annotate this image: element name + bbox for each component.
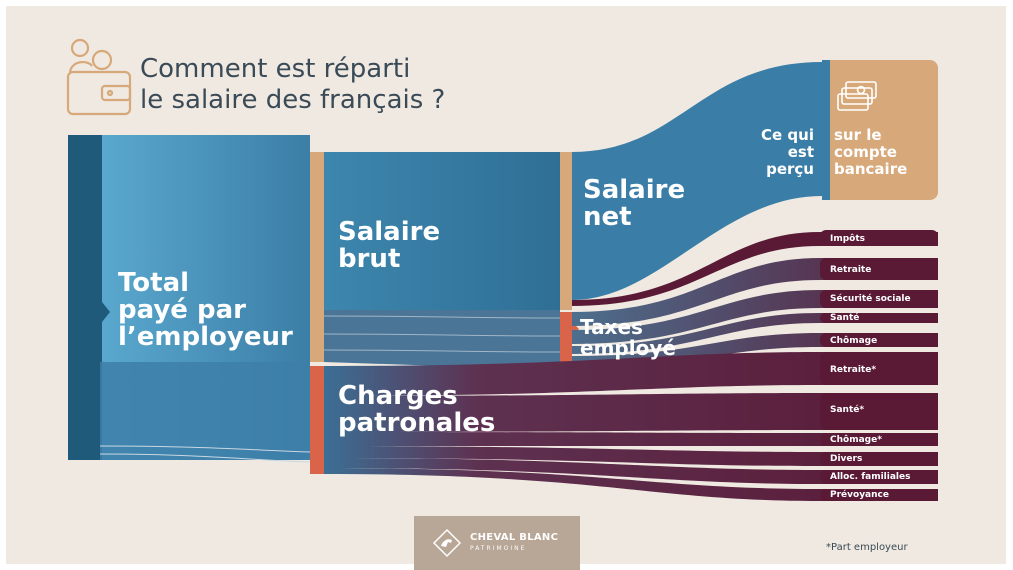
cheval-blanc-logo: CHEVAL BLANC PATRIMOINE — [414, 516, 580, 570]
label-securite-sociale: Sécurité sociale — [830, 294, 911, 304]
label-impots: Impôts — [830, 234, 866, 244]
label-prevoyance: Prévoyance — [830, 490, 889, 500]
label-taxes-employe: Taxes employé — [580, 315, 676, 360]
label-sante-employeur: Santé* — [830, 405, 865, 415]
label-chomage: Chômage — [830, 336, 878, 346]
label-divers: Divers — [830, 454, 863, 464]
label-alloc-familiales: Alloc. familiales — [830, 472, 911, 482]
logo-name: CHEVAL BLANC — [470, 532, 559, 543]
employer-charge-streams — [99, 352, 938, 501]
footnote: *Part employeur — [826, 542, 908, 553]
brut-bar — [310, 152, 324, 362]
label-salaire-brut: Salaire brut — [338, 217, 441, 274]
label-compte-bancaire: sur le compte bancaire — [834, 126, 908, 178]
label-retraite-employeur: Retraite* — [830, 365, 877, 375]
label-charges-patronales: Charges patronales — [338, 381, 496, 438]
logo-subtitle: PATRIMOINE — [470, 545, 527, 552]
label-salaire-net: Salaire net — [583, 175, 686, 232]
label-total: Total payé par l’employeur — [118, 268, 293, 352]
flow-net-percu — [572, 62, 822, 300]
flow-brut-taxes — [324, 310, 560, 370]
horse-logo-icon — [432, 528, 462, 558]
total-arrow — [102, 302, 110, 322]
banknotes-icon — [837, 81, 877, 111]
total-edge-bar — [68, 135, 102, 460]
label-chomage-employeur: Chômage* — [830, 435, 882, 445]
right-bars — [820, 230, 938, 501]
page-title: Comment est réparti le salaire des franç… — [140, 54, 445, 116]
net-bar — [560, 152, 572, 310]
title-line-1: Comment est réparti — [140, 54, 411, 84]
flow-brut-net — [324, 152, 560, 310]
title-line-2: le salaire des français ? — [140, 85, 446, 115]
compte-block — [822, 60, 938, 200]
label-ce-qui-est-percu: Ce qui est perçu — [761, 126, 814, 178]
wallet-person-icon — [66, 38, 132, 116]
percu-edge — [822, 60, 830, 200]
flow-total-charges — [100, 362, 310, 460]
label-sante: Santé — [830, 313, 860, 323]
charges-bar — [310, 366, 324, 474]
label-retraite: Retraite — [830, 265, 872, 275]
percu-arrow — [822, 150, 830, 164]
taxes-bar — [560, 312, 572, 372]
